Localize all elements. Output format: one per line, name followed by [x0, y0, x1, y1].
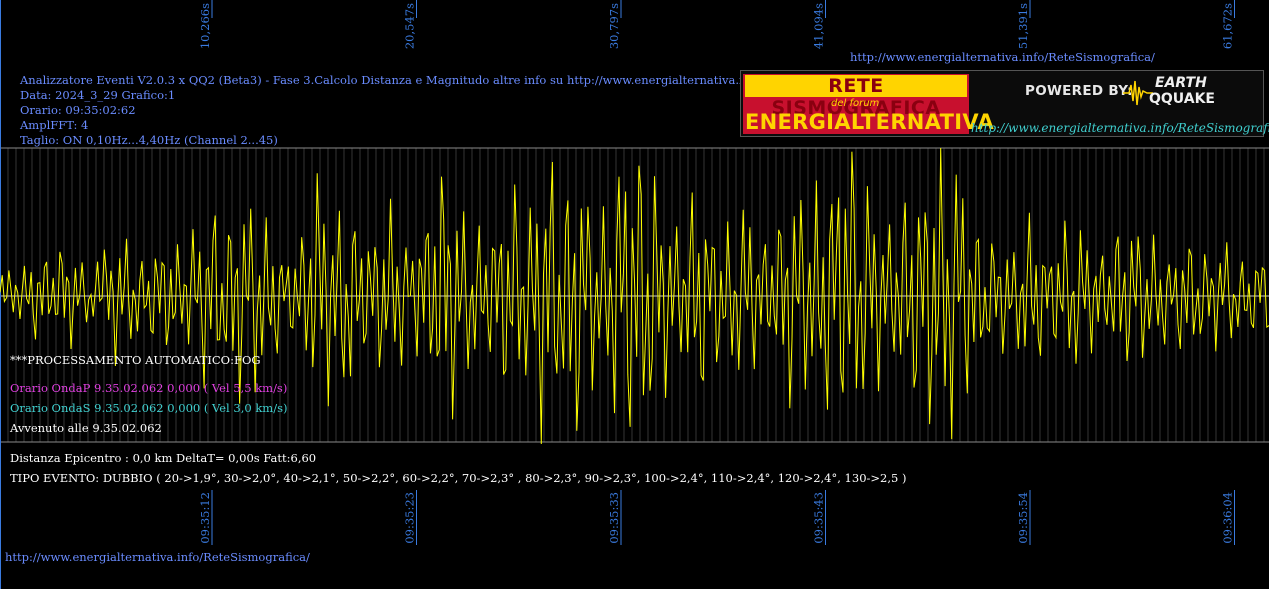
tick-label: 10,266s: [198, 3, 212, 49]
logo-title-3: ENERGIALTERNATIVA: [745, 110, 994, 134]
tick-label: 09:35:54: [1016, 492, 1030, 544]
header-line-1: Analizzatore Eventi V2.0.3 x QQ2 (Beta3)…: [20, 73, 821, 87]
logo-title-1: RETE SISMOGRAFICA: [745, 75, 967, 119]
onda-p-time: Orario OndaP 9.35.02.062 0,000 ( Vel 5,5…: [10, 381, 288, 395]
top-url[interactable]: http://www.energialternativa.info/ReteSi…: [850, 50, 1155, 64]
signal-trace: [0, 147, 1269, 445]
auto-processing-label: ***PROCESSAMENTO AUTOMATICO:FOG: [10, 353, 261, 367]
onda-s-time: Orario OndaS 9.35.02.062 0,000 ( Vel 3,0…: [10, 401, 288, 415]
seismic-wave-icon: [1123, 80, 1153, 106]
tick-label: 09:35:33: [607, 492, 621, 544]
logo-title-2: del forum: [831, 98, 880, 109]
logo-qquake: QQUAKE: [1149, 91, 1215, 107]
tick-label: 51,391s: [1016, 3, 1030, 49]
header-line-5: Taglio: ON 0,10Hz...4,40Hz (Channel 2...…: [20, 133, 278, 147]
vertical-grid: [7, 148, 1265, 442]
tick-label: 61,672s: [1221, 3, 1235, 49]
powered-by-label: POWERED BY:: [1025, 83, 1133, 99]
header-line-4: AmplFFT: 4: [20, 118, 89, 132]
top-time-ticks: 10,266s 20,547s 30,797s 41,094s 51,391s 61,67…: [198, 0, 1235, 49]
logo-earth: EARTH: [1155, 75, 1207, 91]
tick-label: 09:36:04: [1221, 492, 1235, 544]
bottom-url[interactable]: http://www.energialternativa.info/ReteSi…: [5, 550, 310, 564]
tick-label: 20,547s: [403, 3, 417, 49]
bottom-clock-ticks: 09:35:12 09:35:23 09:35:33 09:35:43 09:35:54…: [198, 490, 1235, 545]
tick-label: 09:35:43: [812, 492, 826, 544]
epicenter-distance: Distanza Epicentro : 0,0 km DeltaT= 0,00…: [10, 451, 317, 465]
tick-label: 09:35:12: [198, 492, 212, 544]
event-time: Avvenuto alle 9.35.02.062: [10, 421, 162, 435]
logo-url[interactable]: http://www.energialternativa.info/ReteSi…: [971, 121, 1269, 135]
tick-label: 41,094s: [812, 3, 826, 49]
header-line-2: Data: 2024_3_29 Grafico:1: [20, 88, 176, 102]
rete-sismografica-logo: RETE SISMOGRAFICA del forum ENERGIALTERN…: [740, 70, 1269, 137]
event-type: TIPO EVENTO: DUBBIO ( 20->1,9°, 30->2,0°…: [10, 471, 907, 485]
tick-label: 30,797s: [607, 3, 621, 49]
header-line-3: Orario: 09:35:02:62: [20, 103, 136, 117]
tick-label: 09:35:23: [403, 492, 417, 544]
